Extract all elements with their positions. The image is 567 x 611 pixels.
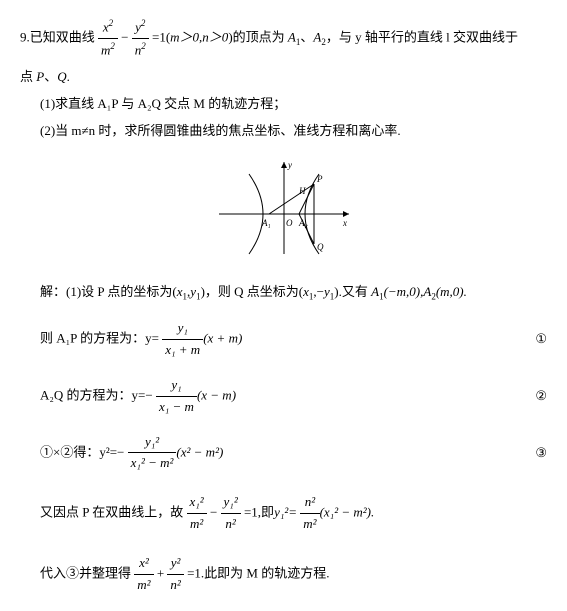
svg-text:P: P [316,174,323,184]
frac-y2-n2: y2n2 [132,16,149,61]
svg-text:A₁: A₁ [261,218,271,228]
equation-3: ①×②得：y²=− y₁²x₁² − m²(x² − m²) ③ [20,432,547,475]
equation-1: 则 A₁P 的方程为：y= y₁x₁ + m(x + m) ① [20,318,547,361]
eq-label-1: ① [517,329,547,350]
problem-statement-line2: 点 P、Q. [20,67,547,88]
eq-label-2: ② [517,386,547,407]
question-1: (1)求直线 A₁P 与 A₂Q 交点 M 的轨迹方程； [20,94,547,115]
svg-text:H: H [298,186,306,196]
svg-text:Q: Q [317,242,324,252]
question-2: (2)当 m≠n 时，求所得圆锥曲线的焦点坐标、准线方程和离心率. [20,121,547,142]
eq-label-3: ③ [517,443,547,464]
solution-line5: 代入③并整理得 x²m² + y²n² =1.此即为 M 的轨迹方程. [20,553,547,596]
solution-intro: 解：(1)设 P 点的坐标为(x1,y1)，则 Q 点坐标为(x1,−y1).又… [20,282,547,304]
equation-2: A₂Q 的方程为：y=− y₁x₁ − m(x − m) ② [20,375,547,418]
svg-text:O: O [286,218,293,228]
problem-statement-line1: 9.已知双曲线 x2m2 − y2n2 =1(m＞0,n＞0)的顶点为 A1、A… [20,16,547,61]
solution-line4: 又因点 P 在双曲线上，故 x₁²m² − y₁²n² =1,即y₁²= n²m… [20,492,547,535]
svg-text:y: y [287,160,292,170]
svg-text:x: x [342,218,347,228]
problem-number: 9. [20,30,30,45]
svg-text:A₂: A₂ [298,218,308,228]
hyperbola-figure: A₁ O A₂ P Q H x y [20,154,547,271]
frac-x2-m2: x2m2 [98,16,118,61]
